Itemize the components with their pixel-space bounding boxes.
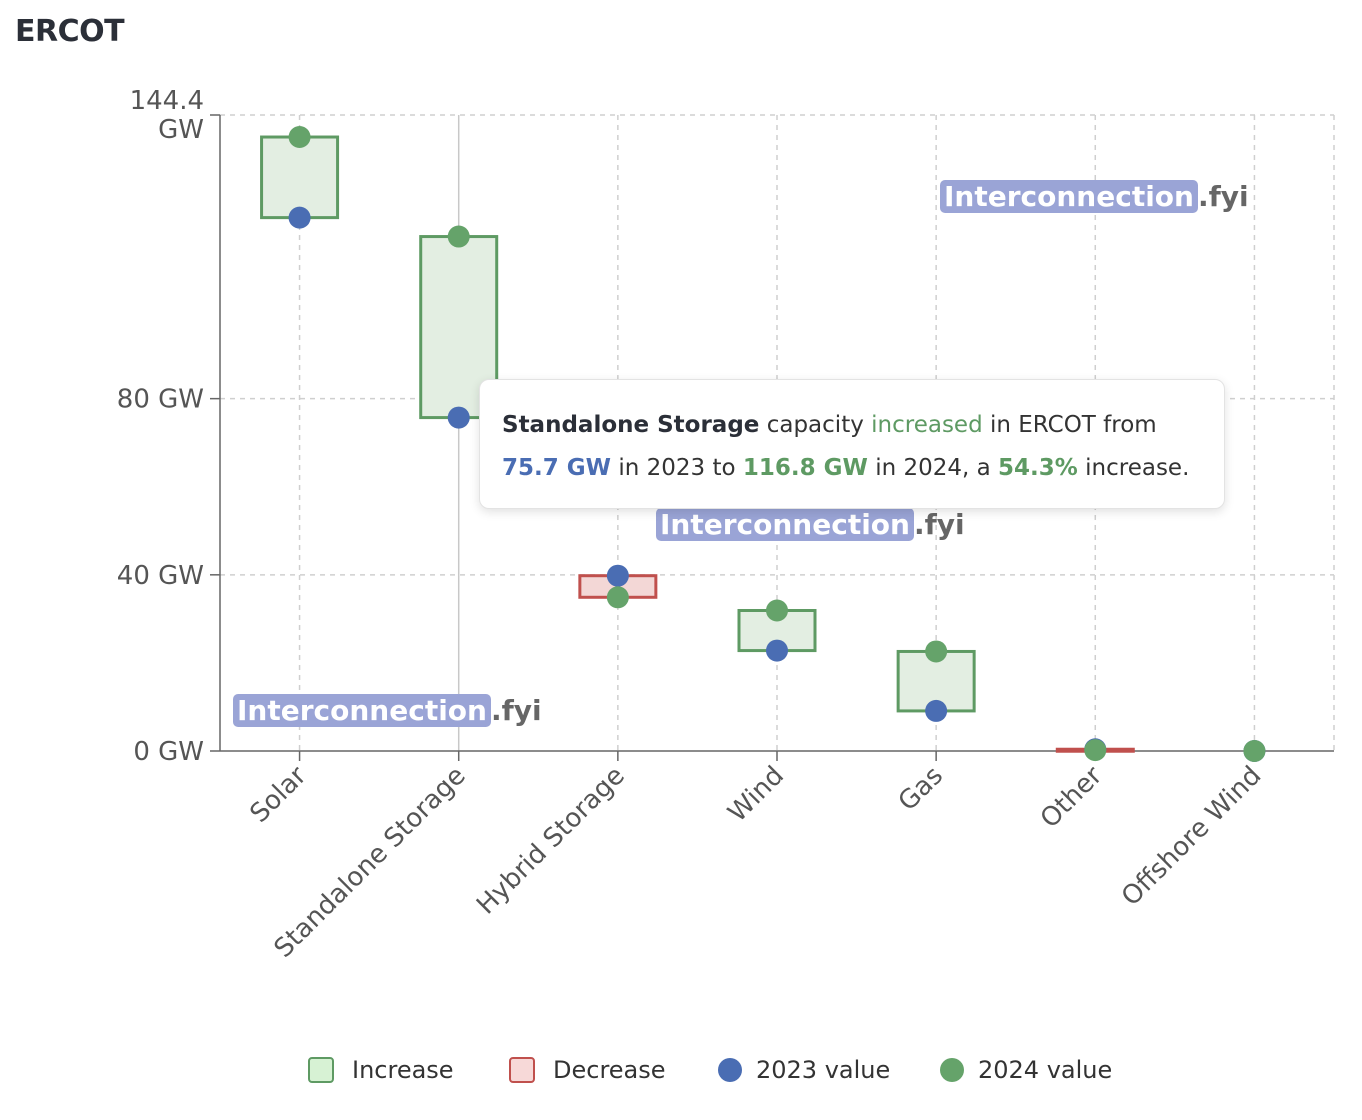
- chart-title: ERCOT: [15, 14, 125, 49]
- point-2023-standalone-storage: [447, 406, 470, 429]
- increase-swatch: [308, 1057, 334, 1083]
- point-2023-hybrid-storage: [606, 564, 629, 587]
- point-2024-gas: [925, 640, 948, 663]
- axes: 0 GW 40 GW 80 GW 144.4 GW: [117, 86, 1334, 767]
- y-tick-label: 40 GW: [117, 561, 204, 591]
- legend-item-increase[interactable]: Increase: [308, 1050, 454, 1090]
- point-2024-solar: [288, 126, 311, 149]
- point-2023-solar: [288, 206, 311, 229]
- tooltip-category: Standalone Storage: [502, 412, 760, 438]
- x-tick-label: Hybrid Storage: [471, 761, 631, 921]
- point-2023-gas: [925, 699, 948, 722]
- range-bar-standalone-storage: [419, 235, 499, 420]
- y-tick-label: 144.4 GW: [130, 86, 204, 145]
- tooltip-percent: 54.3%: [998, 455, 1078, 481]
- tooltip-to-value: 116.8 GW: [742, 455, 868, 481]
- point-2024-standalone-storage: [447, 225, 470, 248]
- range-bars: [260, 135, 1135, 753]
- watermark: Interconnection .fyi: [656, 508, 965, 541]
- y-tick-label: 0 GW: [133, 737, 204, 767]
- x-tick-label: Other: [1035, 761, 1109, 835]
- x-tick-label: Offshore Wind: [1116, 761, 1267, 912]
- dot-2024: [940, 1058, 964, 1082]
- x-tick-label: Wind: [723, 761, 790, 828]
- tooltip-verb: increased: [871, 412, 983, 438]
- decrease-swatch: [509, 1057, 535, 1083]
- point-2024-other: [1084, 739, 1107, 762]
- range-bar-solar: [260, 135, 340, 220]
- legend: Increase Decrease 2023 value 2024 value: [0, 1050, 1362, 1090]
- watermark: Interconnection .fyi: [233, 694, 542, 727]
- legend-item-2023[interactable]: 2023 value: [718, 1050, 890, 1090]
- tooltip: Standalone Storage capacity increased in…: [479, 379, 1225, 509]
- point-2024-offshore-wind: [1243, 740, 1266, 762]
- data-points: [288, 126, 1266, 762]
- point-2023-wind: [766, 639, 788, 662]
- watermark: Interconnection .fyi: [940, 180, 1249, 213]
- y-tick-label: 80 GW: [117, 385, 204, 415]
- point-2024-wind: [766, 599, 788, 622]
- x-tick-label: Gas: [893, 761, 949, 817]
- legend-item-2024[interactable]: 2024 value: [940, 1050, 1112, 1090]
- x-tick-label: Solar: [244, 761, 312, 829]
- dot-2023: [718, 1058, 742, 1082]
- legend-item-decrease[interactable]: Decrease: [509, 1050, 666, 1090]
- point-2024-hybrid-storage: [606, 586, 629, 609]
- tooltip-from-value: 75.7 GW: [502, 455, 612, 481]
